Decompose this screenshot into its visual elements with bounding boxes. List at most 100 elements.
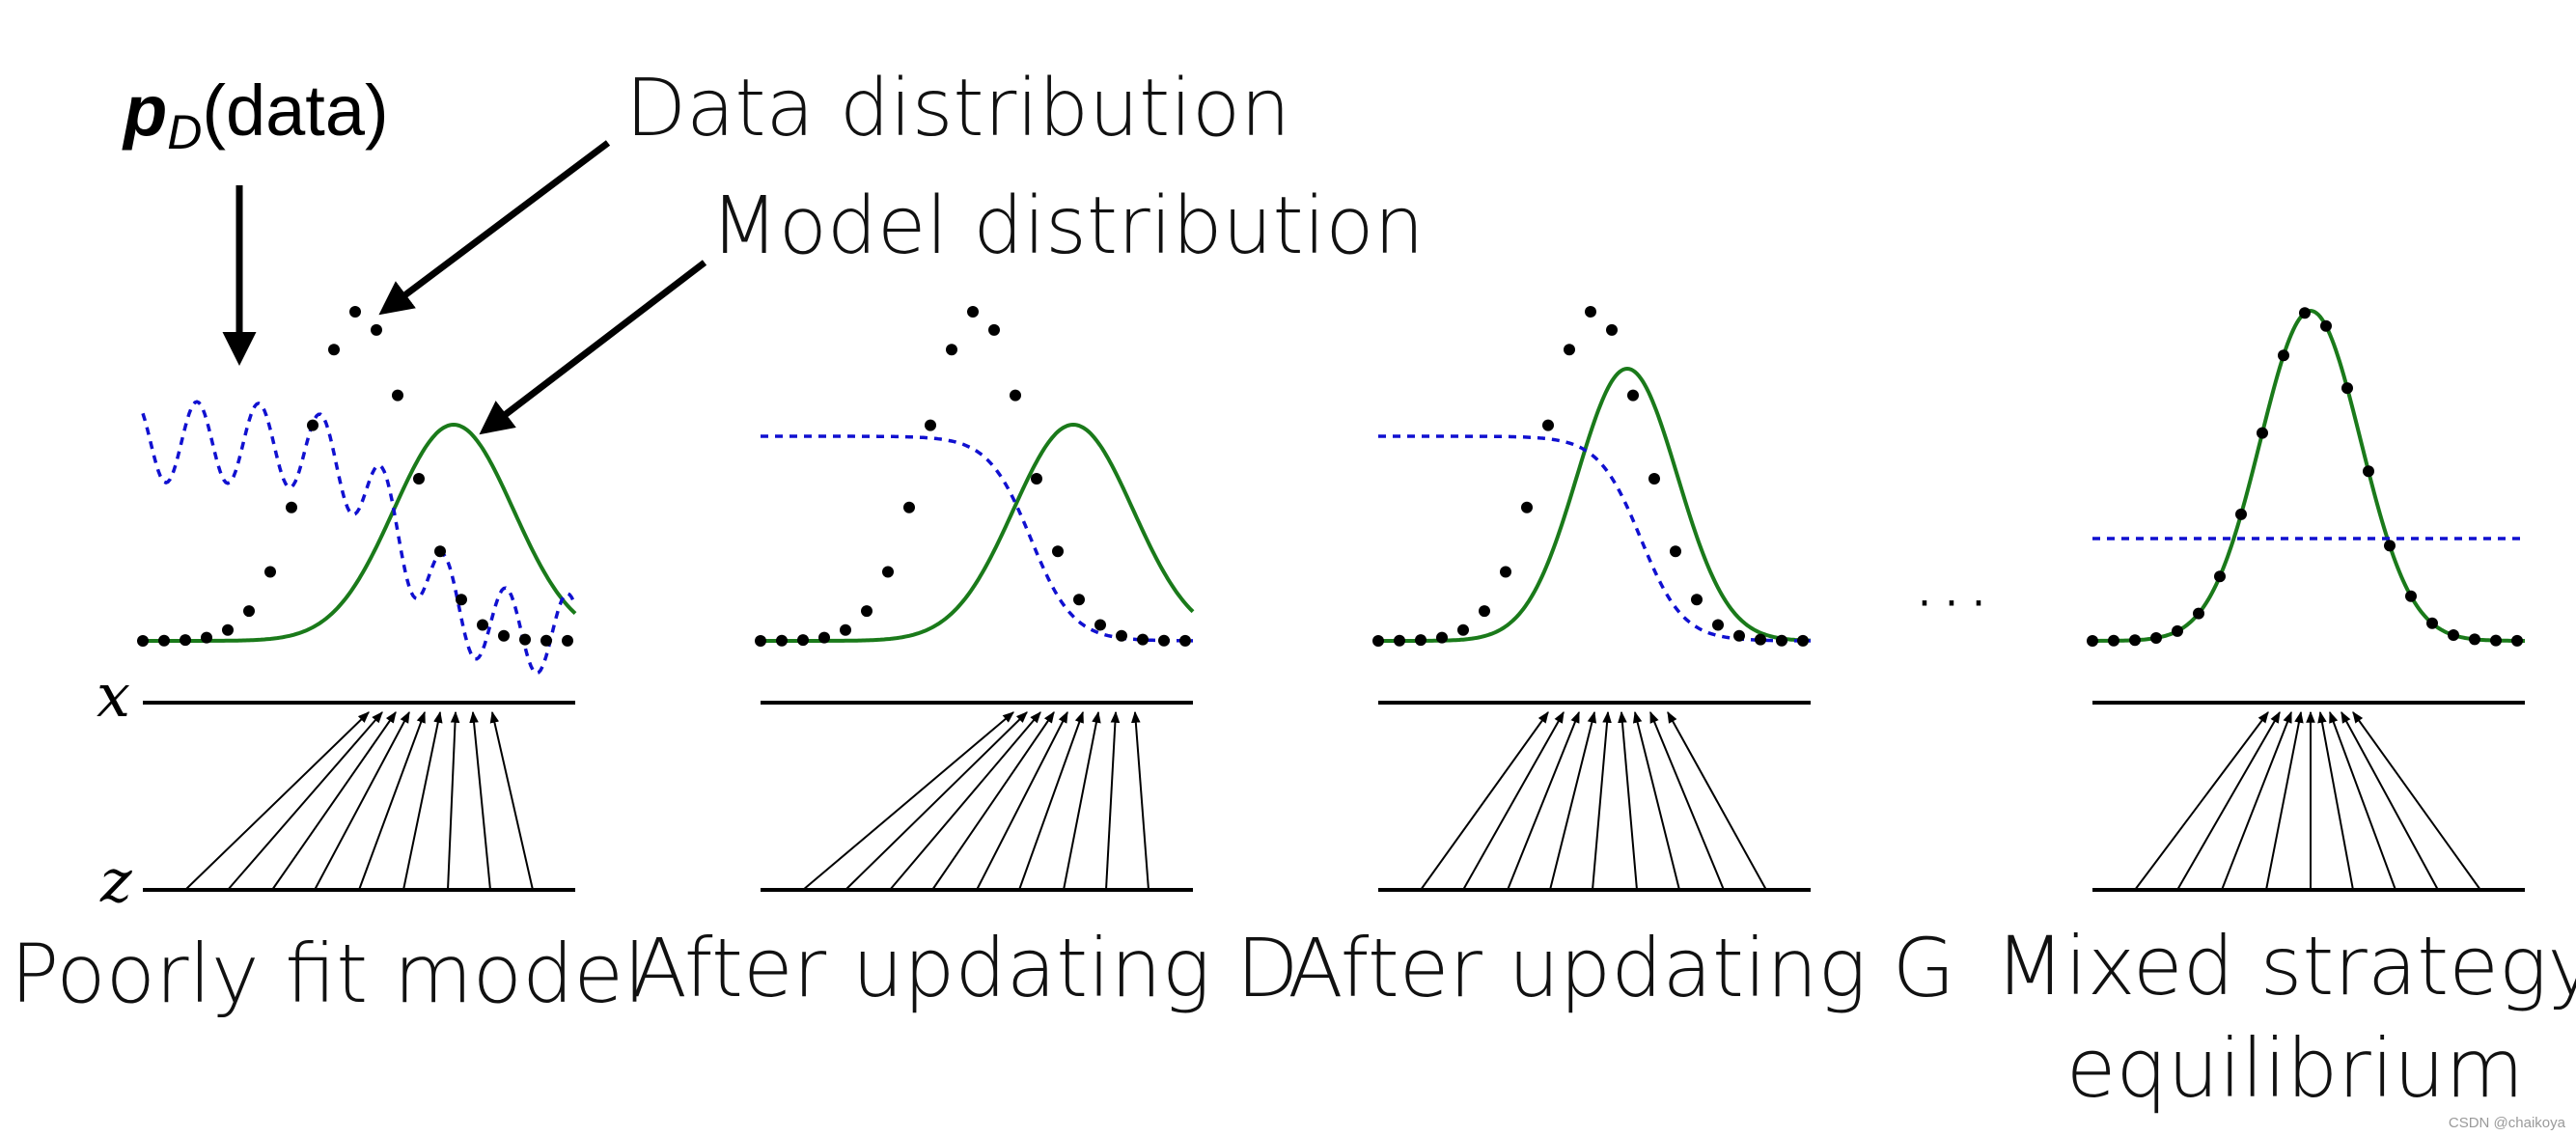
- data-point: [1691, 594, 1703, 606]
- data-point: [1179, 634, 1191, 647]
- mapping-arrow: [1462, 710, 1565, 891]
- mapping-arrow: [845, 711, 1028, 891]
- data-point: [1158, 634, 1170, 647]
- watermark: CSDN @chaikoya: [2449, 1115, 2566, 1131]
- data-point: [477, 619, 488, 631]
- data-point: [371, 323, 382, 336]
- discriminator-curve: [761, 434, 1193, 643]
- mapping-arrow: [2352, 711, 2481, 891]
- data-point: [2426, 617, 2438, 629]
- data-point: [2108, 634, 2119, 647]
- mapping-arrow: [1507, 710, 1580, 891]
- pd-symbol: p: [122, 70, 167, 151]
- model-distribution-label: Model distribution: [710, 180, 1425, 272]
- panel-poorly-fit-model: [137, 306, 577, 892]
- ellipsis: · · ·: [1918, 579, 1985, 628]
- data-point: [2129, 634, 2141, 647]
- data-point: [2214, 570, 2226, 583]
- data-point: [1585, 306, 1596, 318]
- data-point: [1372, 635, 1384, 647]
- mapping-arrow: [1592, 710, 1612, 891]
- z-axis-label: z: [99, 845, 132, 916]
- data-point: [840, 623, 851, 636]
- data-point: [1094, 619, 1106, 631]
- data-distribution-label: Data distribution: [625, 63, 1290, 154]
- model-distribution-curve: [2092, 308, 2525, 643]
- data-point: [861, 605, 873, 618]
- caption-poorly-fit-model: Poorly fit model: [11, 927, 647, 1021]
- data-point: [1500, 566, 1511, 578]
- mapping-arrow: [1420, 711, 1549, 891]
- data-point: [456, 594, 467, 606]
- caption-after-updating-d: After updating D: [631, 921, 1298, 1015]
- mapping-arrow: [2134, 711, 2269, 891]
- data-point: [776, 634, 788, 647]
- mapping-arrow: [469, 710, 491, 891]
- model-distribution-curve: [143, 422, 577, 643]
- data-point: [1564, 344, 1575, 356]
- mapping-arrow: [2176, 710, 2281, 891]
- mapping-arrow: [2221, 710, 2292, 891]
- mapping-arrow: [931, 711, 1055, 891]
- data-point: [349, 306, 361, 318]
- mapping-arrow: [447, 710, 460, 891]
- data-point: [2448, 629, 2459, 641]
- data-point: [180, 634, 191, 647]
- data-point: [1712, 619, 1724, 631]
- mapping-arrow: [2341, 710, 2439, 891]
- mapping-arrow: [227, 711, 383, 891]
- data-point: [307, 419, 319, 431]
- data-point: [2511, 634, 2523, 647]
- mapping-arrow: [1618, 710, 1638, 891]
- data-point: [2363, 465, 2374, 478]
- data-point: [222, 623, 234, 636]
- data-point: [562, 634, 573, 647]
- data-point: [1052, 545, 1064, 558]
- data-point: [2193, 607, 2204, 620]
- mapping-arrow: [1632, 710, 1680, 891]
- mapping-arrow: [2265, 710, 2304, 891]
- data-point: [1010, 389, 1021, 402]
- data-point: [1031, 473, 1042, 485]
- pd-data-label: pD(data): [122, 70, 389, 159]
- data-point: [1648, 473, 1660, 485]
- data-point: [2320, 319, 2332, 332]
- pd-argument: (data): [202, 70, 388, 151]
- data-point: [1415, 634, 1426, 647]
- pd-subscript: D: [167, 105, 202, 159]
- data-point: [1394, 634, 1405, 647]
- mapping-arrow: [802, 711, 1014, 891]
- data-point: [1479, 605, 1490, 618]
- data-point: [988, 323, 1000, 336]
- data-point: [1073, 594, 1085, 606]
- data-point: [903, 501, 915, 513]
- panel-after-updating-g: [1372, 306, 1811, 892]
- discriminator-curve: [141, 400, 577, 676]
- model-distribution-curve: [1378, 366, 1811, 643]
- caption-mixed-strategy-line1: Mixed strategy: [1995, 919, 2576, 1013]
- mapping-arrow: [184, 711, 370, 891]
- mapping-arrow: [402, 710, 443, 891]
- caption-after-updating-g: After updating G: [1288, 921, 1954, 1015]
- data-point: [1733, 629, 1745, 642]
- data-point: [1606, 323, 1618, 336]
- mapping-arrow: [489, 710, 534, 891]
- data-point: [1670, 545, 1681, 558]
- mapping-arrow: [889, 711, 1041, 891]
- data-point: [2150, 632, 2162, 644]
- data-point: [1457, 623, 1469, 636]
- data-point: [243, 605, 255, 618]
- data-point: [1776, 634, 1787, 647]
- data-point: [328, 344, 340, 356]
- data-point: [946, 344, 957, 356]
- data-point: [2087, 635, 2098, 647]
- mapping-arrow: [1549, 710, 1597, 891]
- mapping-arrow: [271, 711, 397, 891]
- data-point: [1627, 389, 1639, 402]
- mapping-arrow: [314, 710, 410, 891]
- data-point: [540, 634, 552, 647]
- data-point: [2172, 624, 2183, 637]
- data-point: [2469, 633, 2480, 646]
- data-point: [797, 634, 809, 647]
- mapping-arrow: [1649, 710, 1725, 891]
